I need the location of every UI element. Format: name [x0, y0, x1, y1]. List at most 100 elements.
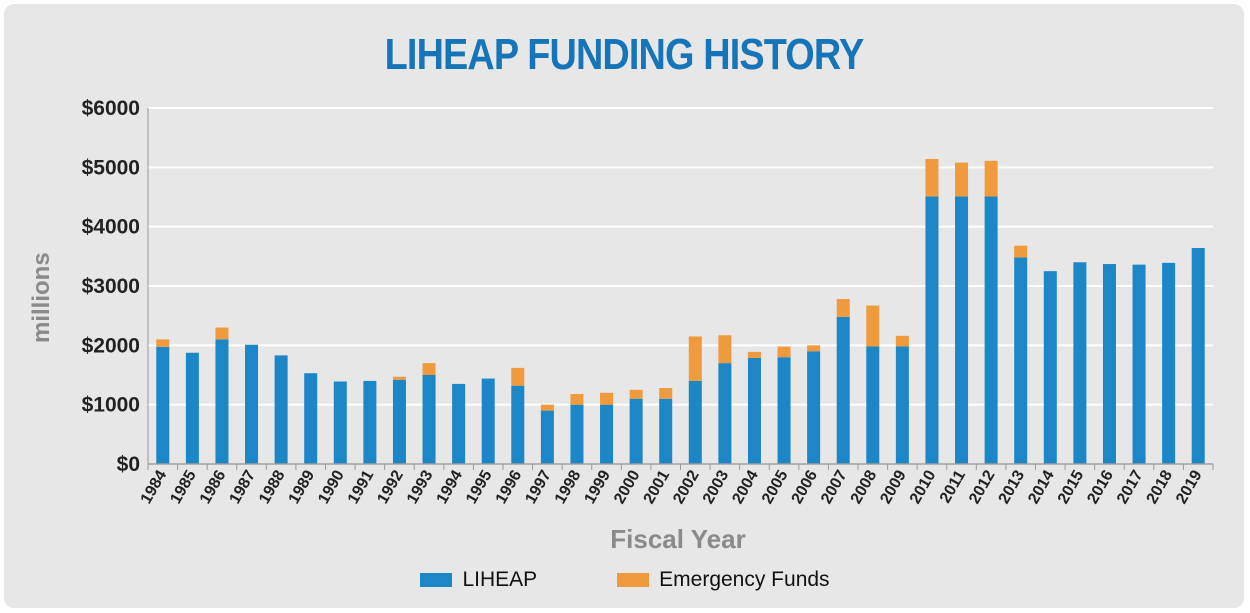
bar-liheap [688, 380, 702, 464]
bar-liheap [629, 398, 643, 464]
x-tick-label: 1996 [493, 467, 526, 506]
bar-emergency-funds [925, 159, 939, 197]
bar-liheap [304, 373, 318, 464]
bar-emergency-funds [540, 404, 554, 411]
x-tick-label: 2013 [996, 467, 1029, 506]
bar-liheap [1132, 264, 1146, 464]
legend-label-emergency-funds: Emergency Funds [659, 568, 830, 591]
x-tick-label: 1989 [286, 467, 319, 506]
bar-liheap [807, 351, 821, 464]
bar-emergency-funds [718, 335, 732, 364]
bar-liheap [363, 380, 377, 464]
chart-title: LIHEAP FUNDING HISTORY [384, 30, 865, 79]
x-axis-label: Fiscal Year [610, 524, 746, 554]
x-tick-label: 1994 [434, 467, 467, 506]
legend: LIHEAP Emergency Funds [0, 568, 1250, 592]
x-tick-label: 1991 [345, 467, 378, 506]
bar-liheap [1043, 271, 1057, 464]
x-tick-label: 1992 [374, 467, 407, 506]
x-tick-label: 2012 [966, 467, 999, 506]
x-tick-label: 2010 [907, 467, 940, 506]
bar-liheap [866, 346, 880, 464]
x-tick-label: 1995 [463, 467, 496, 506]
legend-label-liheap: LIHEAP [462, 568, 538, 591]
bar-emergency-funds [659, 388, 673, 399]
bar-liheap [245, 344, 259, 464]
bar-liheap [156, 346, 170, 464]
legend-item-emergency-funds: Emergency Funds [617, 568, 830, 592]
bar-liheap [955, 196, 969, 464]
bar-liheap [392, 379, 406, 464]
bar-liheap [925, 196, 939, 464]
x-tick-label: 2004 [729, 467, 762, 506]
bar-liheap [333, 381, 347, 464]
bar-liheap [274, 355, 288, 464]
bar-liheap [895, 346, 909, 464]
bar-liheap [1073, 262, 1087, 464]
bar-liheap [836, 316, 850, 464]
bar-emergency-funds [866, 305, 880, 347]
bar-liheap [570, 404, 584, 464]
bar-emergency-funds [836, 299, 850, 317]
bar-liheap [422, 375, 436, 464]
bar-liheap [1014, 257, 1028, 464]
x-tick-label: 2001 [641, 467, 674, 506]
y-tick-label: $6000 [82, 97, 140, 120]
bar-emergency-funds [688, 336, 702, 381]
x-axis [147, 463, 1214, 470]
bar-emergency-funds [777, 346, 791, 358]
y-axis-label: millions [28, 252, 55, 343]
legend-item-liheap: LIHEAP [420, 568, 537, 592]
bar-liheap [481, 378, 495, 464]
x-tick-label: 2009 [877, 467, 910, 506]
bar-emergency-funds [570, 393, 584, 405]
bar-liheap [984, 196, 998, 464]
bar-liheap [1191, 248, 1205, 464]
x-tick-labels: 1984198519861987198819891990199119921993… [138, 467, 1206, 506]
bar-liheap [718, 363, 732, 464]
x-tick-label: 2019 [1173, 467, 1206, 506]
bar-emergency-funds [1014, 245, 1028, 258]
x-tick-label: 1999 [581, 467, 614, 506]
x-tick-label: 2002 [670, 467, 703, 506]
bar-liheap [452, 383, 466, 464]
x-tick-label: 2017 [1114, 467, 1147, 506]
bar-emergency-funds [629, 389, 643, 399]
x-tick-label: 1984 [138, 467, 171, 506]
bar-emergency-funds [955, 162, 969, 197]
bar-liheap [747, 357, 761, 464]
x-tick-label: 2011 [937, 467, 969, 506]
x-tick-label: 1988 [256, 467, 289, 506]
y-tick-label: $5000 [82, 156, 140, 179]
bar-emergency-funds [392, 376, 406, 380]
legend-swatch-liheap [420, 573, 453, 587]
bars [156, 159, 1205, 464]
x-tick-label: 2018 [1144, 467, 1177, 506]
y-tick-label: $1000 [82, 394, 140, 417]
bar-emergency-funds [807, 345, 821, 352]
bar-liheap [1162, 262, 1176, 464]
x-tick-label: 1990 [315, 467, 348, 506]
x-tick-label: 2014 [1025, 467, 1058, 506]
x-tick-label: 2005 [759, 467, 792, 506]
bar-liheap [777, 357, 791, 464]
bar-emergency-funds [215, 327, 229, 340]
y-tick-label: $3000 [82, 275, 140, 298]
bar-liheap [600, 404, 614, 464]
legend-swatch-emergency-funds [617, 573, 650, 587]
bar-liheap [659, 398, 673, 464]
bar-emergency-funds [600, 392, 614, 405]
x-tick-label: 2003 [700, 467, 733, 506]
bar-emergency-funds [422, 363, 436, 375]
bar-liheap [215, 339, 229, 464]
x-tick-label: 2008 [848, 467, 881, 506]
x-tick-label: 1993 [404, 467, 437, 506]
x-tick-label: 1986 [197, 467, 230, 506]
bar-emergency-funds [156, 339, 170, 347]
bar-emergency-funds [895, 335, 909, 347]
bar-emergency-funds [984, 160, 998, 197]
bar-liheap [511, 385, 525, 464]
bar-liheap [1102, 264, 1116, 464]
x-tick-label: 2015 [1055, 467, 1088, 506]
